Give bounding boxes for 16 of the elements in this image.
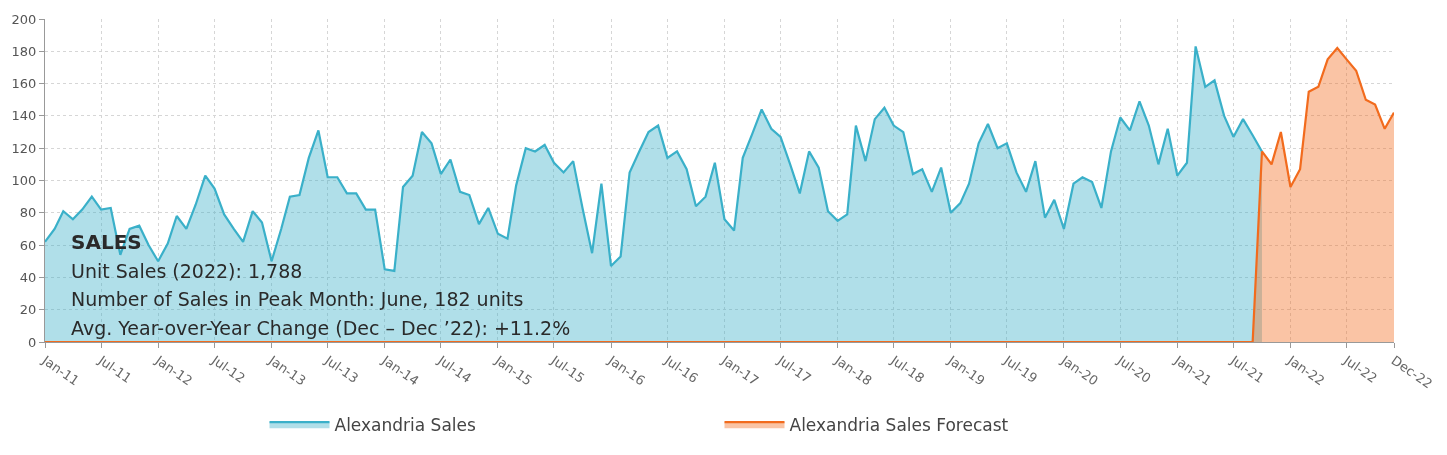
y-tick-label: 80 [19,205,37,221]
legend-label: Alexandria Sales Forecast [789,414,1009,435]
legend-label: Alexandria Sales [334,414,476,435]
annotation: Avg. Year-over-Year Change (Dec – Dec ’22): +11.2% [71,317,571,339]
y-tick-label: 0 [28,334,37,350]
annotation: Unit Sales (2022): 1,788 [71,260,303,282]
y-tick-label: 100 [11,173,37,189]
y-tick-label: 140 [11,108,37,124]
y-tick-label: 120 [11,140,37,156]
y-tick-label: 160 [11,76,37,92]
y-tick-label: 40 [19,269,37,285]
annotation: Number of Sales in Peak Month: June, 182 units [71,288,524,310]
y-tick-label: 20 [19,302,37,318]
y-tick-label: 200 [11,11,37,27]
y-tick-label: 60 [19,237,37,253]
y-tick-label: 180 [11,43,37,59]
